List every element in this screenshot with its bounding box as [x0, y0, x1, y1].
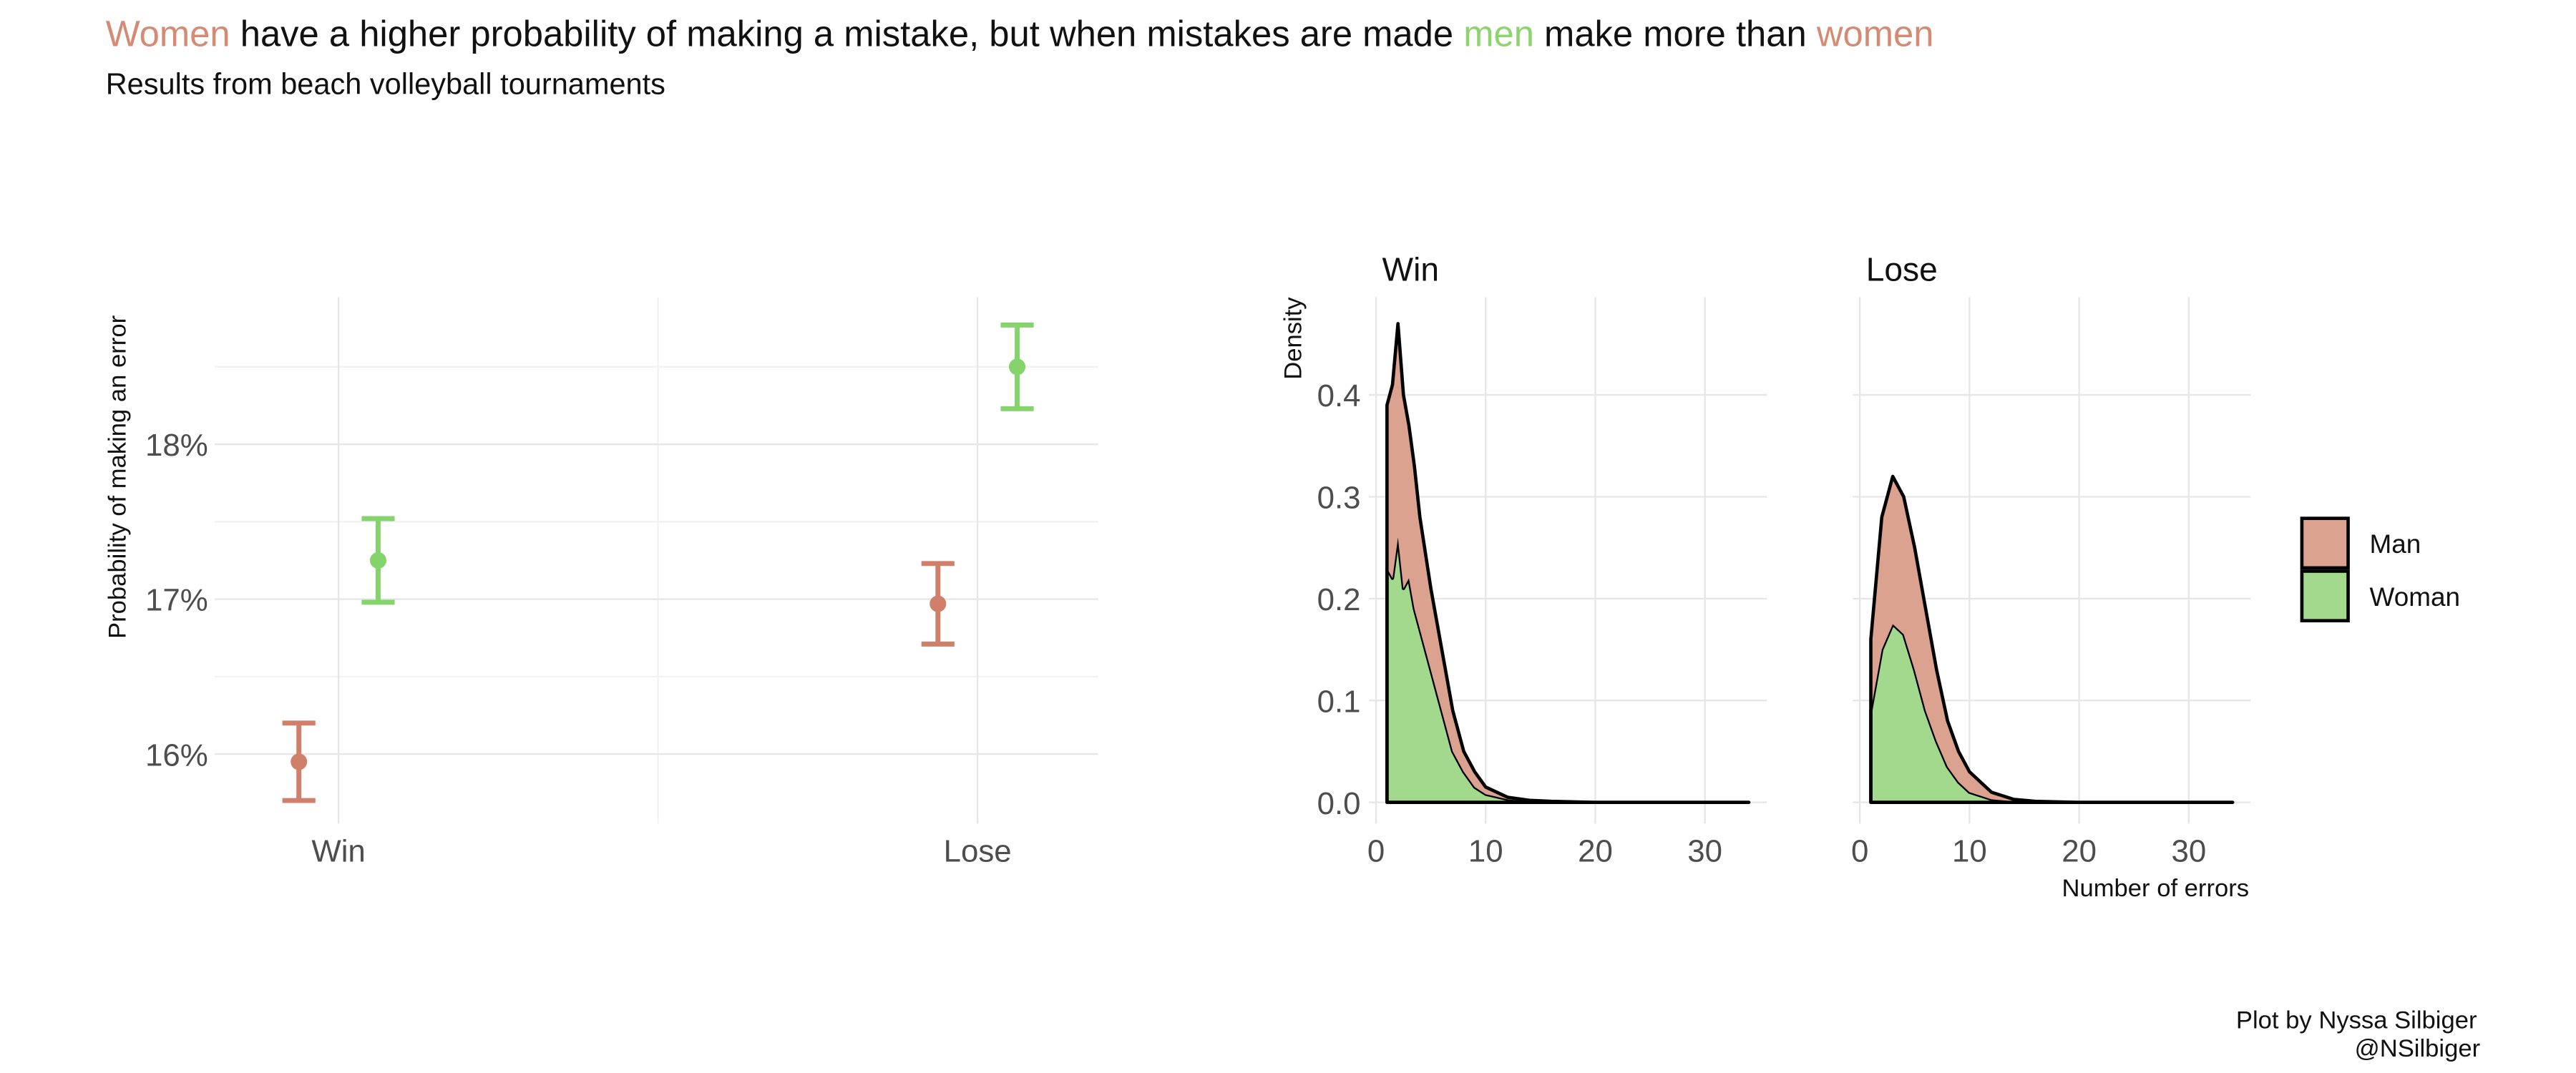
title-part: Women	[106, 14, 230, 54]
x-tick-label: 30	[2171, 834, 2206, 869]
caption: @NSilbiger	[2355, 1035, 2481, 1062]
y-tick-label: 17%	[145, 583, 208, 618]
point	[930, 595, 947, 612]
x-tick-label: Lose	[944, 834, 1012, 869]
point	[369, 552, 386, 569]
legend-label: Man	[2370, 529, 2421, 559]
title-part: women	[1816, 14, 1934, 54]
title: Women have a higher probability of makin…	[106, 14, 1934, 54]
legend-swatch	[2300, 516, 2350, 570]
x-tick-label: 0	[1851, 834, 1868, 869]
title-part: make more than	[1534, 14, 1817, 54]
x-tick-label: 20	[1578, 834, 1613, 869]
y-axis-label: Probability of making an error	[104, 315, 131, 639]
y-tick-label: 0.1	[1317, 684, 1361, 719]
facet-title: Win	[1382, 250, 1439, 288]
density-area	[1387, 537, 1749, 803]
y-tick-label: 16%	[145, 738, 208, 773]
x-tick-label: 30	[1687, 834, 1722, 869]
density-line	[1869, 474, 2235, 804]
title-part: men	[1463, 14, 1534, 54]
legend-label: Woman	[2370, 582, 2460, 612]
x-tick-label: Win	[311, 834, 365, 869]
point	[1009, 358, 1026, 376]
title-part: have a higher probability of making a mi…	[230, 14, 1464, 54]
x-axis-label: Number of errors	[2062, 875, 2249, 902]
x-tick-label: 10	[1468, 834, 1503, 869]
facet-title: Lose	[1866, 250, 1938, 288]
density-line	[1385, 322, 1751, 804]
x-tick-label: 20	[2062, 834, 2097, 869]
subtitle: Results from beach volleyball tournament…	[106, 67, 665, 101]
y-tick-label: 0.2	[1317, 582, 1361, 617]
x-tick-label: 10	[1952, 834, 1987, 869]
y-tick-label: 0.0	[1317, 786, 1361, 821]
y-axis-label: Density	[1279, 297, 1307, 380]
y-tick-label: 0.3	[1317, 481, 1361, 516]
y-tick-label: 18%	[145, 428, 208, 463]
x-tick-label: 0	[1367, 834, 1385, 869]
density-area	[1870, 624, 2233, 803]
caption: Plot by Nyssa Silbiger	[2236, 1007, 2477, 1034]
point	[291, 753, 308, 770]
legend-swatch	[2300, 569, 2350, 622]
y-tick-label: 0.4	[1317, 378, 1361, 413]
